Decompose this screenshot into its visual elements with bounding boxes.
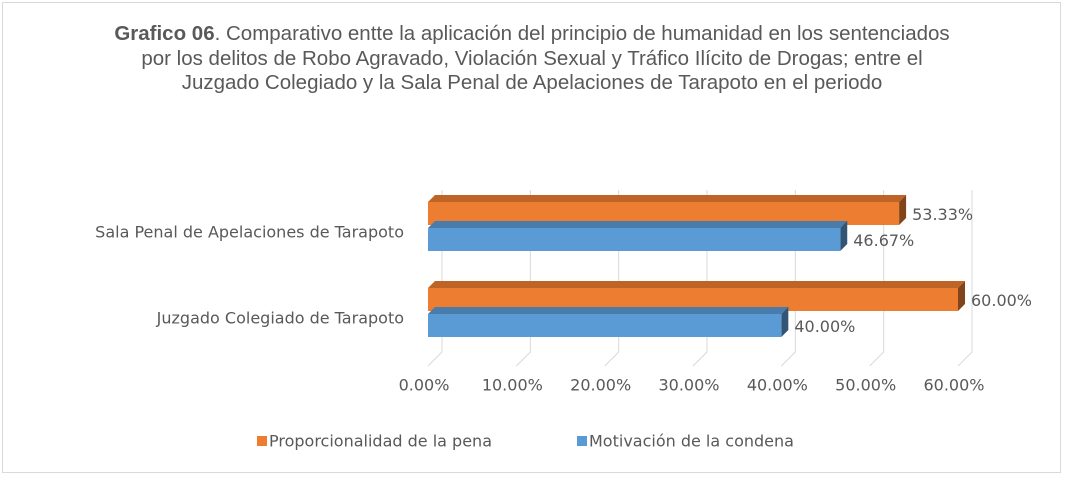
value-label: 60.00%: [971, 291, 1032, 310]
x-tick-label: 60.00%: [923, 376, 984, 395]
x-tick-label: 20.00%: [570, 376, 631, 395]
grid-line: [869, 190, 885, 367]
chart-title: Grafico 06. Comparativo entte la aplicac…: [102, 22, 962, 96]
grid-line: [957, 190, 973, 367]
value-label: 40.00%: [794, 317, 855, 336]
bar-front: [428, 288, 958, 311]
legend-label: Proporcionalidad de la pena: [269, 432, 492, 451]
bar-side: [899, 195, 907, 225]
bar-side: [958, 281, 965, 311]
bar-front: [428, 228, 841, 251]
bar-side: [781, 307, 789, 337]
bar-top: [428, 195, 907, 202]
bar-top: [428, 281, 965, 288]
title-text: . Comparativo entte la aplicación del pr…: [141, 22, 950, 94]
value-label: 46.67%: [853, 231, 914, 250]
title-bold: Grafico 06: [114, 22, 215, 45]
x-tick-label: 30.00%: [658, 376, 719, 395]
legend-swatch: [257, 436, 267, 446]
bar: [428, 307, 789, 337]
y-tick-label: Juzgado Colegiado de Tarapoto: [156, 309, 404, 328]
bar: [428, 281, 965, 311]
x-tick-label: 0.00%: [399, 376, 450, 395]
x-tick-label: 50.00%: [835, 376, 896, 395]
legend-label: Motivación de la condena: [589, 432, 794, 451]
x-tick-label: 10.00%: [482, 376, 543, 395]
bar-top: [428, 221, 848, 228]
x-tick-label: 40.00%: [747, 376, 808, 395]
bar-top: [428, 307, 789, 314]
bar-side: [840, 221, 848, 251]
bar: [428, 195, 907, 225]
y-tick-label: Sala Penal de Apelaciones de Tarapoto: [95, 223, 404, 242]
value-label: 53.33%: [912, 205, 973, 224]
bar-front: [428, 202, 900, 225]
legend-swatch: [577, 436, 587, 446]
bar: [428, 221, 848, 251]
bar-front: [428, 314, 782, 337]
